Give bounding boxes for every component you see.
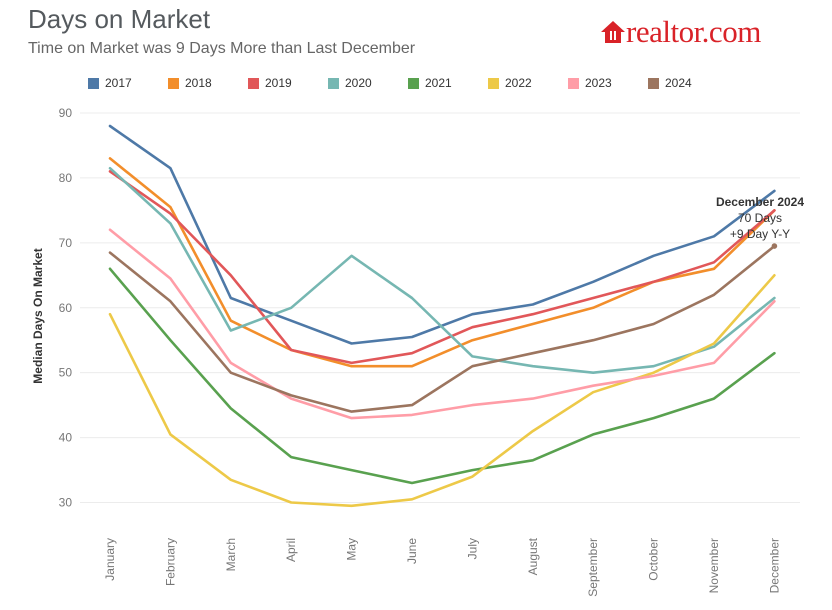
x-tick-label: June	[405, 538, 419, 564]
y-tick-label: 30	[59, 496, 73, 510]
realtor-logo: realtor.com	[600, 14, 761, 50]
y-tick-label: 50	[59, 366, 73, 380]
series-line-2018	[108, 157, 776, 368]
x-tick-label: October	[647, 538, 661, 581]
page-subtitle: Time on Market was 9 Days More than Last…	[28, 40, 416, 57]
x-tick-label: January	[103, 538, 117, 581]
x-tick-label: May	[345, 538, 359, 561]
x-tick-label: August	[526, 537, 540, 575]
x-tick-label: December	[767, 538, 781, 593]
series-line-2023	[108, 228, 776, 420]
series-line-2019	[108, 170, 776, 365]
legend-swatch-2018	[168, 77, 179, 89]
legend-item-2020: 2020	[328, 76, 372, 90]
legend-item-2019: 2019	[248, 76, 292, 90]
x-tick-label: February	[163, 538, 177, 586]
legend-item-2023: 2023	[568, 76, 612, 90]
y-tick-label: 70	[59, 236, 73, 250]
house-icon	[601, 21, 625, 43]
x-tick-label: July	[465, 538, 479, 559]
x-tick-label: March	[224, 538, 238, 571]
legend-item-2022: 2022	[488, 76, 532, 90]
y-axis-ticks: 30 40 50 60 70 80 90	[59, 106, 73, 510]
chart-grid	[80, 112, 800, 504]
legend-label-2020: 2020	[345, 76, 372, 90]
legend-swatch-2020	[328, 77, 339, 89]
legend-swatch-2021	[408, 77, 419, 89]
x-tick-label: April	[284, 538, 298, 562]
legend-label-2018: 2018	[185, 76, 212, 90]
annotation-line: +9 Day Y-Y	[730, 227, 790, 241]
legend-label-2024: 2024	[665, 76, 692, 90]
x-axis-ticks: January February March April May June July Augu…	[103, 537, 781, 596]
annotation-point	[771, 243, 778, 249]
legend-label-2021: 2021	[425, 76, 452, 90]
legend-swatch-2023	[568, 77, 579, 89]
y-axis-label: Median Days On Market	[31, 248, 45, 383]
y-tick-label: 90	[59, 106, 73, 120]
legend-swatch-2017	[88, 77, 99, 89]
series-line-2017	[108, 124, 776, 345]
legend-label-2019: 2019	[265, 76, 292, 90]
legend-item-2024: 2024	[648, 76, 692, 90]
legend-swatch-2019	[248, 77, 259, 89]
legend-label-2017: 2017	[105, 76, 132, 90]
series-line-2021	[108, 267, 776, 485]
y-tick-label: 80	[59, 171, 73, 185]
legend-swatch-2022	[488, 77, 499, 89]
legend-swatch-2024	[648, 77, 659, 89]
legend-item-2021: 2021	[408, 76, 452, 90]
annotation-line: December 2024	[716, 195, 804, 209]
series-line-2022	[108, 273, 776, 508]
series-line-2020	[108, 166, 776, 375]
legend-label-2022: 2022	[505, 76, 532, 90]
legend-label-2023: 2023	[585, 76, 612, 90]
series-line-2024	[108, 244, 776, 413]
annotation-line: 70 Days	[738, 211, 782, 225]
chart-series	[108, 124, 776, 508]
y-tick-label: 40	[59, 431, 73, 445]
legend-item-2018: 2018	[168, 76, 212, 90]
x-tick-label: November	[707, 538, 721, 593]
page-title: Days on Market	[28, 4, 211, 34]
chart-annotation: December 2024 70 Days +9 Day Y-Y	[716, 195, 804, 249]
logo-text: realtor.com	[626, 14, 761, 49]
legend-item-2017: 2017	[88, 76, 132, 90]
y-tick-label: 60	[59, 301, 73, 315]
x-tick-label: September	[586, 538, 600, 597]
